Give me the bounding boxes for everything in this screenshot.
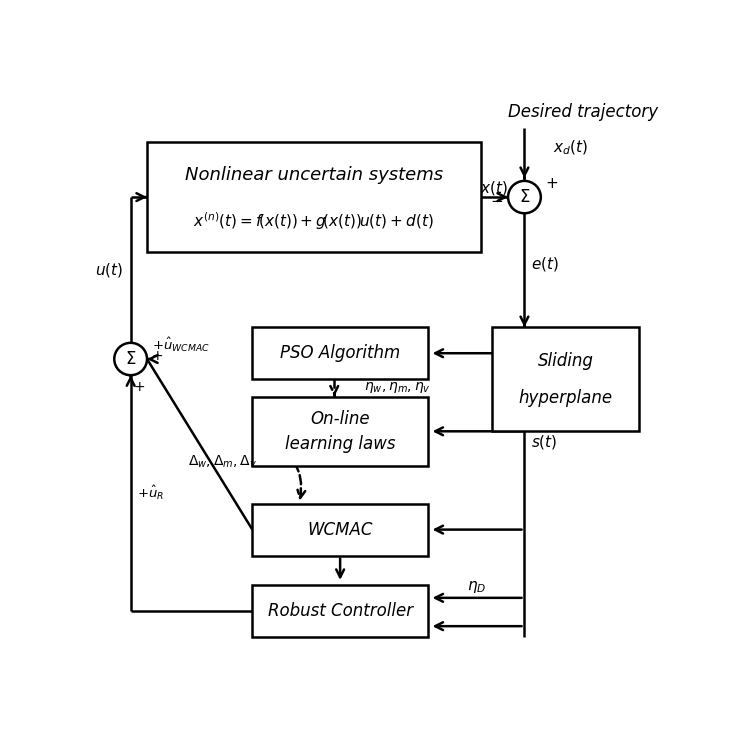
Text: hyperplane: hyperplane bbox=[519, 389, 612, 407]
FancyBboxPatch shape bbox=[252, 327, 428, 379]
FancyBboxPatch shape bbox=[252, 397, 428, 466]
Text: WCMAC: WCMAC bbox=[307, 520, 373, 538]
Text: Sliding: Sliding bbox=[538, 351, 593, 369]
Text: $x^{(n)}(t) = f\!\left(x(t)\right) + g\!\left(x(t)\right)\!u(t) + d(t)$: $x^{(n)}(t) = f\!\left(x(t)\right) + g\!… bbox=[193, 210, 434, 232]
Text: $\Sigma$: $\Sigma$ bbox=[125, 350, 137, 368]
Text: $+\hat{u}_R$: $+\hat{u}_R$ bbox=[137, 484, 164, 502]
FancyBboxPatch shape bbox=[252, 504, 428, 556]
Text: $e(t)$: $e(t)$ bbox=[532, 255, 559, 273]
Text: +: + bbox=[152, 348, 163, 363]
Text: $+\hat{u}_{WCMAC}$: $+\hat{u}_{WCMAC}$ bbox=[152, 336, 210, 354]
Text: learning laws: learning laws bbox=[285, 435, 396, 453]
Circle shape bbox=[508, 181, 541, 213]
Text: $s(t)$: $s(t)$ bbox=[532, 433, 558, 451]
Text: PSO Algorithm: PSO Algorithm bbox=[280, 344, 400, 362]
Text: $x_d(t)$: $x_d(t)$ bbox=[553, 139, 587, 157]
Text: $\eta_w, \eta_m, \eta_v$: $\eta_w, \eta_m, \eta_v$ bbox=[364, 381, 430, 396]
FancyBboxPatch shape bbox=[147, 142, 480, 252]
Circle shape bbox=[114, 342, 147, 376]
Text: $\Sigma$: $\Sigma$ bbox=[519, 188, 530, 206]
Text: $\eta_D$: $\eta_D$ bbox=[467, 580, 485, 596]
FancyBboxPatch shape bbox=[252, 584, 428, 637]
FancyBboxPatch shape bbox=[492, 327, 639, 431]
Text: $\Delta_w, \Delta_m, \Delta_v$: $\Delta_w, \Delta_m, \Delta_v$ bbox=[188, 454, 257, 470]
Text: Desired trajectory: Desired trajectory bbox=[508, 103, 658, 121]
Text: $x(t)$: $x(t)$ bbox=[480, 179, 508, 197]
Text: Robust Controller: Robust Controller bbox=[267, 602, 413, 620]
Text: $-$: $-$ bbox=[490, 192, 504, 207]
Text: +: + bbox=[546, 176, 558, 192]
Text: $u(t)$: $u(t)$ bbox=[95, 261, 124, 279]
Text: +: + bbox=[134, 380, 145, 394]
Text: On-line: On-line bbox=[310, 410, 370, 428]
Text: Nonlinear uncertain systems: Nonlinear uncertain systems bbox=[185, 166, 443, 184]
